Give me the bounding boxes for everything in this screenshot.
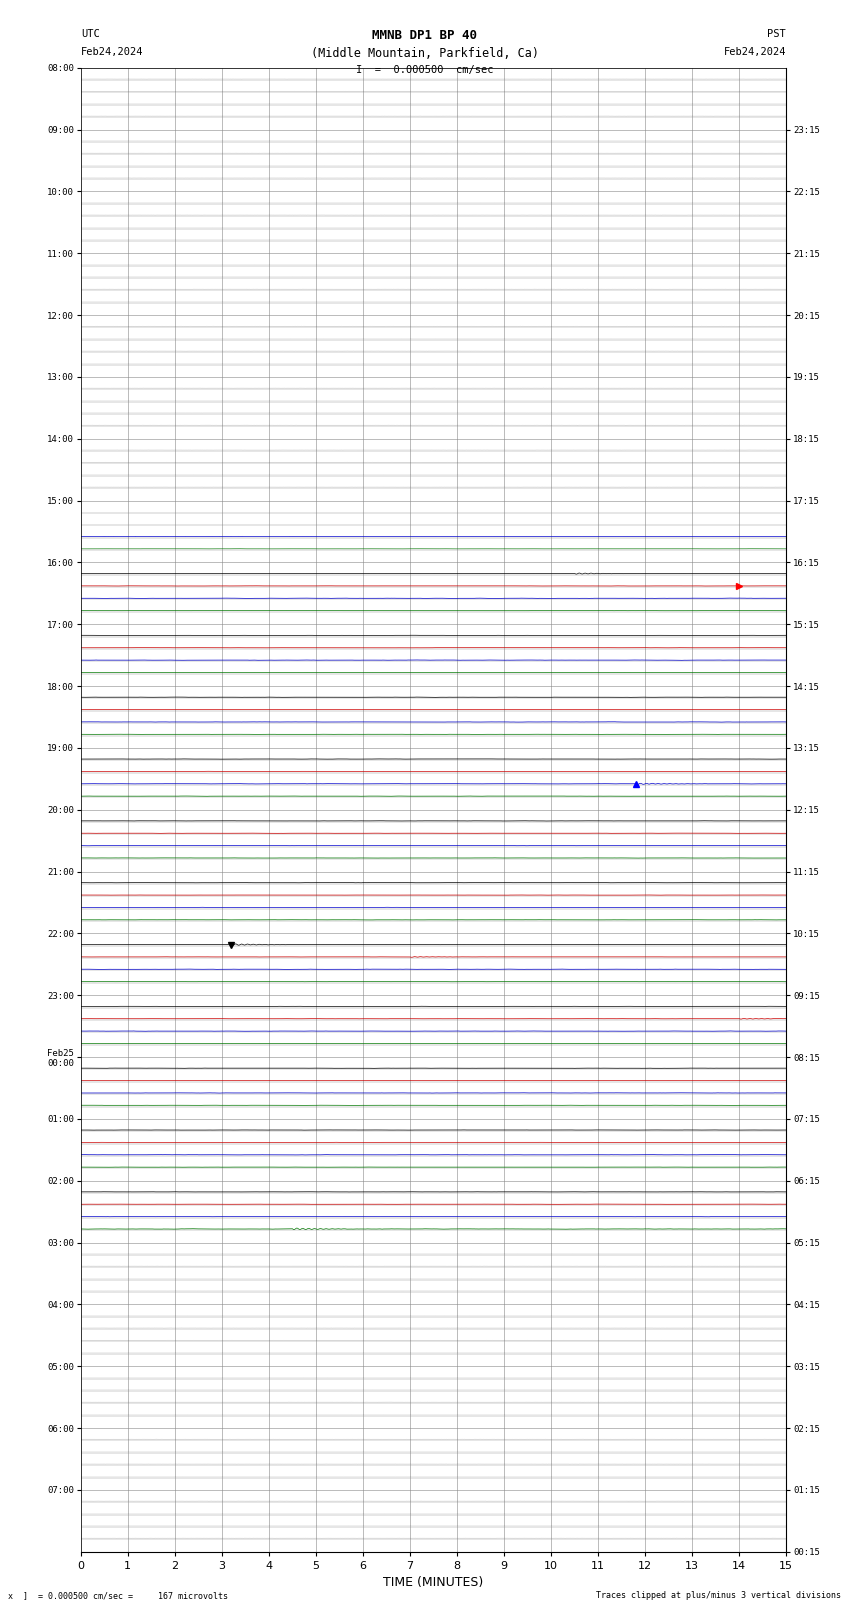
Text: Traces clipped at plus/minus 3 vertical divisions: Traces clipped at plus/minus 3 vertical … <box>597 1590 842 1600</box>
Text: PST: PST <box>768 29 786 39</box>
Text: x  ]  = 0.000500 cm/sec =     167 microvolts: x ] = 0.000500 cm/sec = 167 microvolts <box>8 1590 229 1600</box>
Text: MMNB DP1 BP 40: MMNB DP1 BP 40 <box>372 29 478 42</box>
Text: (Middle Mountain, Parkfield, Ca): (Middle Mountain, Parkfield, Ca) <box>311 47 539 60</box>
Text: UTC: UTC <box>81 29 99 39</box>
Text: Feb24,2024: Feb24,2024 <box>723 47 786 56</box>
Text: I  =  0.000500  cm/sec: I = 0.000500 cm/sec <box>356 65 494 74</box>
X-axis label: TIME (MINUTES): TIME (MINUTES) <box>383 1576 484 1589</box>
Text: Feb24,2024: Feb24,2024 <box>81 47 144 56</box>
